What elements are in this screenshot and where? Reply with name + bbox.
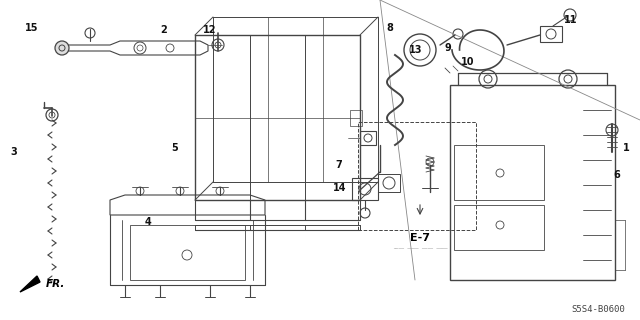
- Text: 1: 1: [623, 143, 629, 153]
- Bar: [450, 85, 615, 280]
- Text: ____  ____  ____  ____: ____ ____ ____ ____: [393, 244, 447, 249]
- Text: 11: 11: [564, 15, 578, 25]
- Bar: [540, 26, 562, 42]
- Text: 8: 8: [387, 23, 394, 33]
- Text: E-7: E-7: [410, 233, 430, 243]
- Text: 13: 13: [409, 45, 423, 55]
- Text: 10: 10: [461, 57, 475, 67]
- Text: 14: 14: [333, 183, 347, 193]
- Bar: [350, 110, 362, 126]
- Text: 9: 9: [445, 43, 451, 53]
- Text: 4: 4: [145, 217, 152, 227]
- Text: 3: 3: [11, 147, 17, 157]
- Text: FR.: FR.: [46, 279, 65, 289]
- Text: 7: 7: [335, 160, 342, 170]
- Bar: [360, 131, 376, 145]
- Text: 2: 2: [161, 25, 168, 35]
- Text: 12: 12: [204, 25, 217, 35]
- Polygon shape: [20, 276, 40, 292]
- Text: S5S4-B0600: S5S4-B0600: [571, 306, 625, 315]
- Bar: [130, 225, 245, 280]
- Bar: [378, 174, 400, 192]
- Text: 5: 5: [172, 143, 179, 153]
- Text: 15: 15: [25, 23, 39, 33]
- Bar: [454, 205, 544, 250]
- Bar: [454, 145, 544, 200]
- Circle shape: [55, 41, 69, 55]
- Bar: [358, 122, 476, 230]
- Text: 6: 6: [614, 170, 620, 180]
- Bar: [352, 178, 378, 200]
